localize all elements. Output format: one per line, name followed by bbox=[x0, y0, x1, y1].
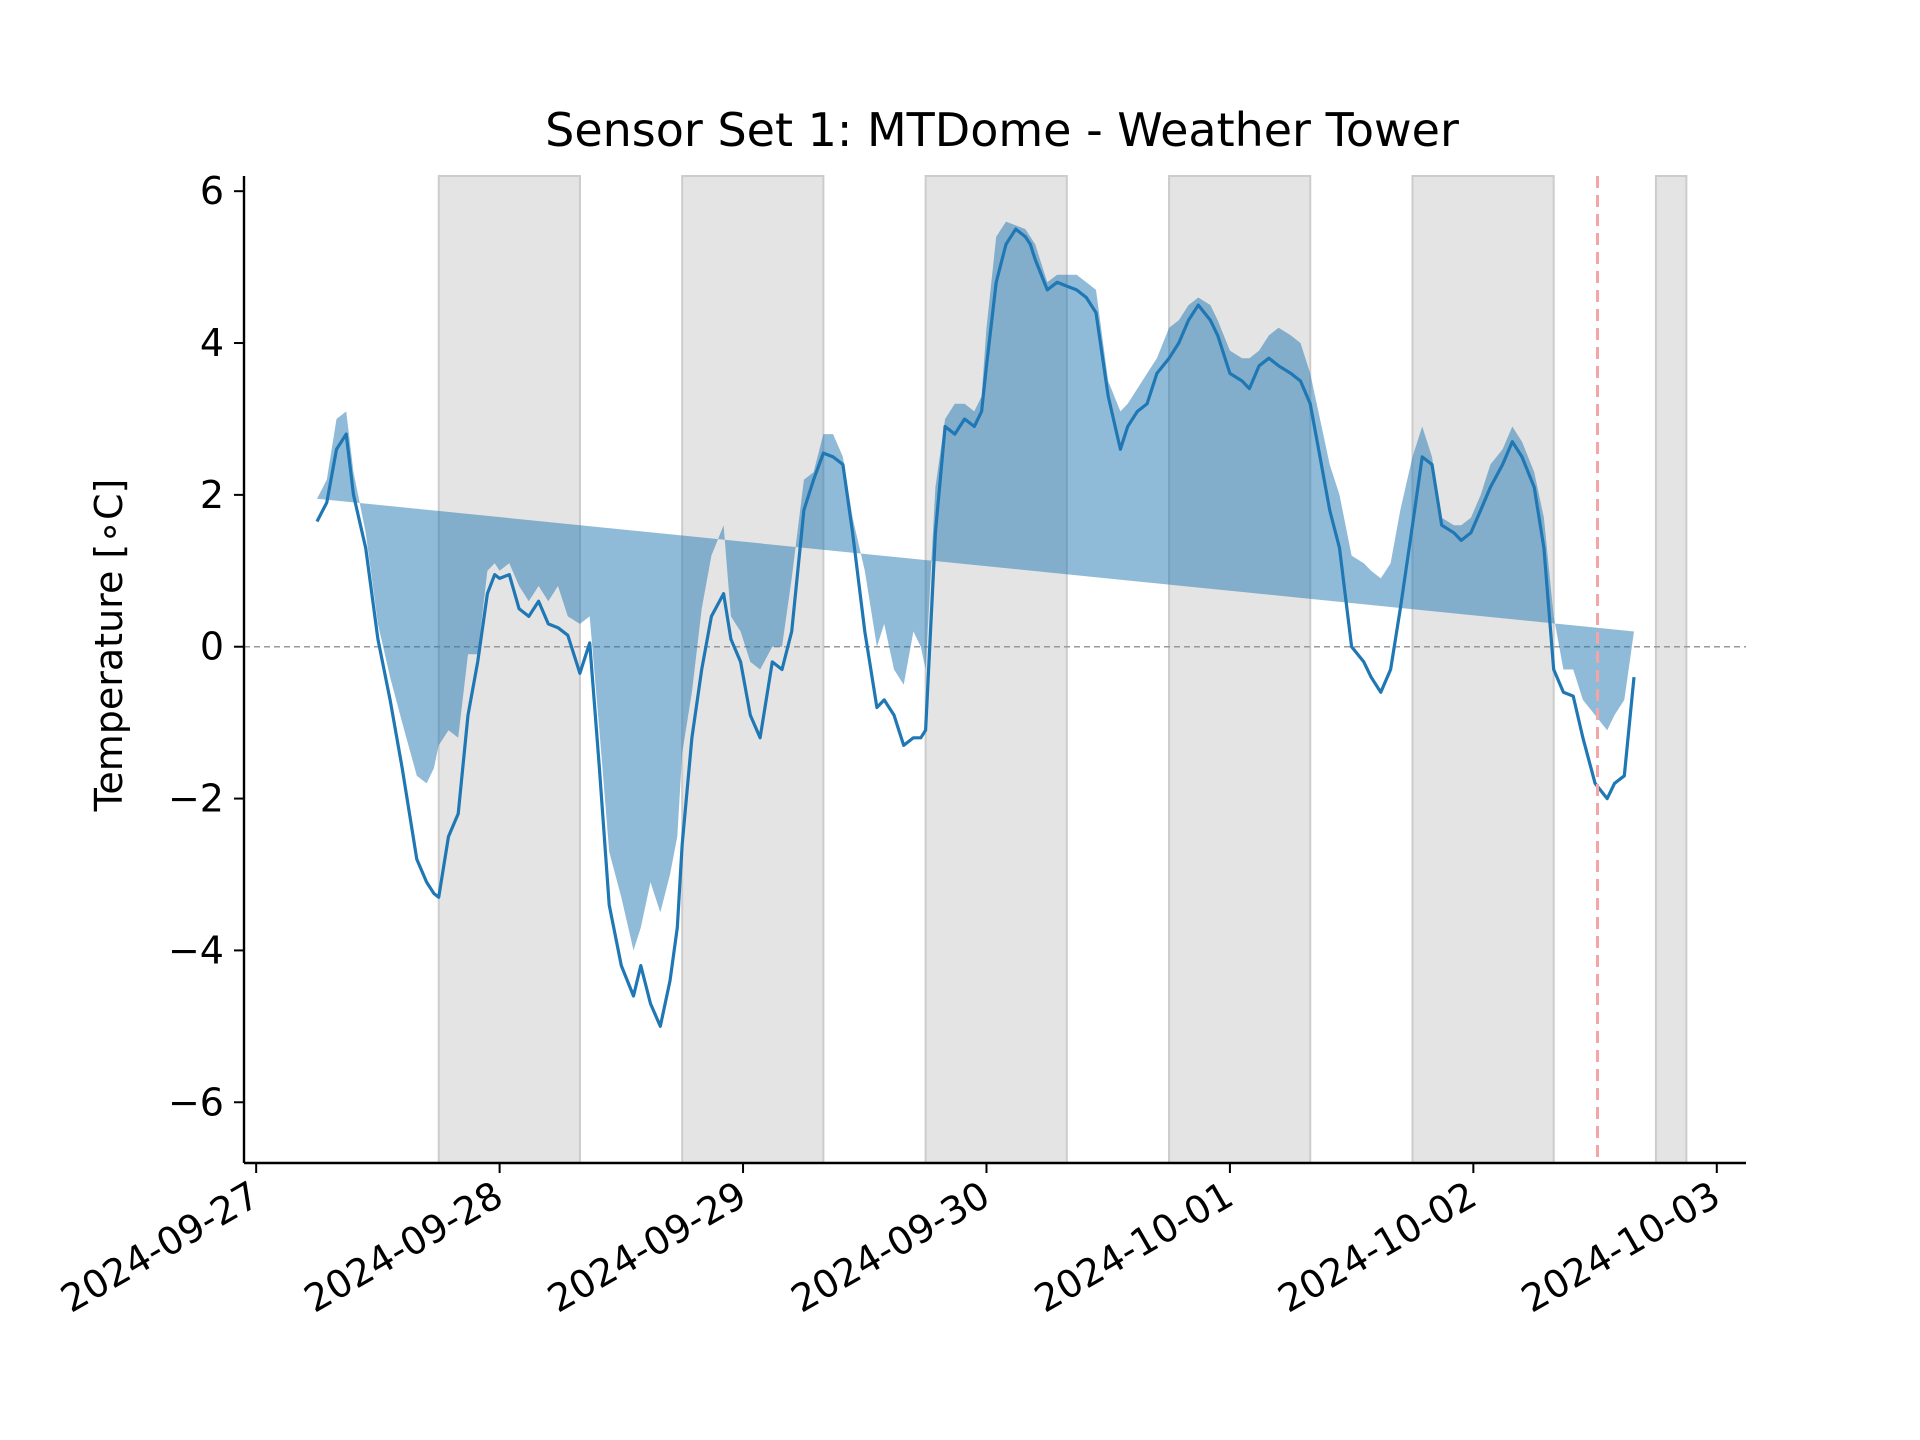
night-band-2 bbox=[681, 175, 825, 1164]
temperature-range-band bbox=[317, 221, 1634, 951]
y-tick-label: −4 bbox=[168, 928, 224, 972]
y-axis-label: Temperature [∘C] bbox=[87, 479, 131, 813]
chart-title: Sensor Set 1: MTDome - Weather Tower bbox=[545, 103, 1459, 157]
y-tick-label: −2 bbox=[168, 777, 224, 821]
y-tick-label: 0 bbox=[200, 625, 224, 669]
y-ticks: 6 4 2 0 −2 −4 −6 bbox=[168, 169, 244, 1124]
y-tick-label: 2 bbox=[200, 473, 224, 517]
y-tick-label: 4 bbox=[200, 321, 224, 365]
night-band-6 bbox=[1654, 175, 1688, 1164]
plot-area bbox=[244, 175, 1746, 1164]
y-tick-label: 6 bbox=[200, 169, 224, 213]
night-band-5 bbox=[1411, 175, 1555, 1164]
temperature-series-line bbox=[315, 227, 1636, 1028]
y-tick-label: −6 bbox=[168, 1080, 224, 1124]
